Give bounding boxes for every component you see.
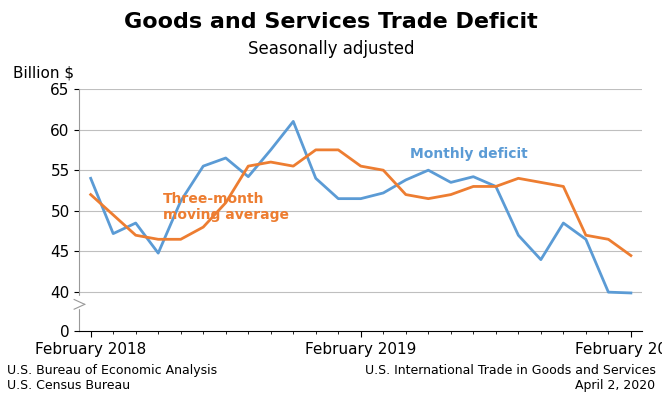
Text: U.S. Bureau of Economic Analysis
U.S. Census Bureau: U.S. Bureau of Economic Analysis U.S. Ce… <box>7 364 216 391</box>
Text: Three-month
moving average: Three-month moving average <box>163 192 289 222</box>
Text: Monthly deficit: Monthly deficit <box>410 147 528 161</box>
Text: Goods and Services Trade Deficit: Goods and Services Trade Deficit <box>124 12 538 32</box>
Text: Billion $: Billion $ <box>13 66 74 81</box>
Text: U.S. International Trade in Goods and Services
April 2, 2020: U.S. International Trade in Goods and Se… <box>365 364 655 391</box>
Text: Seasonally adjusted: Seasonally adjusted <box>248 40 414 59</box>
